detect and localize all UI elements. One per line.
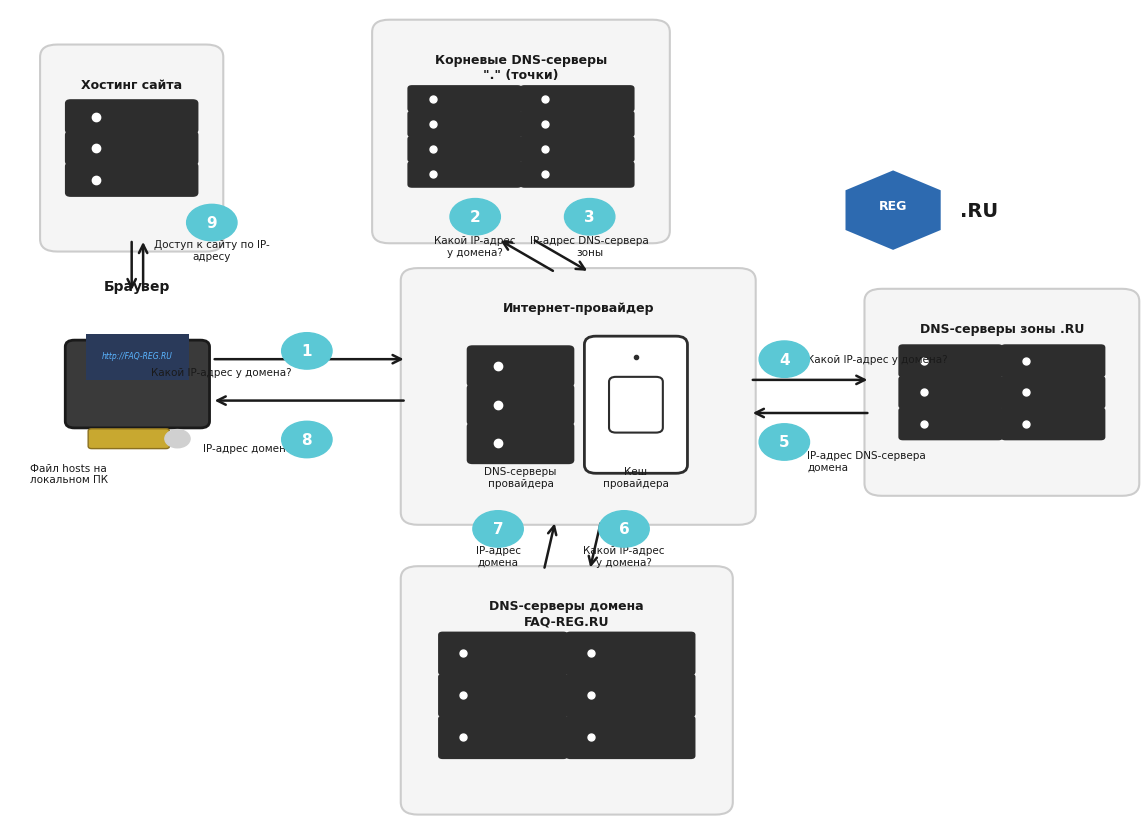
Text: Хостинг сайта: Хостинг сайта bbox=[81, 79, 182, 92]
FancyBboxPatch shape bbox=[439, 632, 568, 676]
Circle shape bbox=[282, 333, 332, 370]
Text: DNS-серверы домена
FAQ-REG.RU: DNS-серверы домена FAQ-REG.RU bbox=[489, 600, 645, 628]
FancyBboxPatch shape bbox=[65, 163, 198, 198]
FancyBboxPatch shape bbox=[1001, 376, 1105, 409]
FancyBboxPatch shape bbox=[467, 385, 575, 426]
Text: 6: 6 bbox=[618, 522, 630, 537]
Text: http://FAQ-REG.RU: http://FAQ-REG.RU bbox=[102, 351, 173, 360]
Text: Доступ к сайту по IP-
адресу: Доступ к сайту по IP- адресу bbox=[153, 240, 270, 261]
FancyBboxPatch shape bbox=[1001, 408, 1105, 441]
Circle shape bbox=[759, 342, 810, 378]
Text: 3: 3 bbox=[584, 210, 595, 225]
Text: IP-адрес DNS-сервера
зоны: IP-адрес DNS-сервера зоны bbox=[530, 236, 649, 257]
Text: Какой IP-адрес у домена?: Какой IP-адрес у домена? bbox=[151, 368, 292, 378]
Text: 8: 8 bbox=[301, 433, 313, 447]
Text: Браузер: Браузер bbox=[104, 280, 171, 294]
Text: IP-адрес домена: IP-адрес домена bbox=[203, 443, 292, 453]
Text: 9: 9 bbox=[206, 216, 218, 231]
FancyBboxPatch shape bbox=[65, 100, 198, 135]
Text: Какой IP-адрес
у домена?: Какой IP-адрес у домена? bbox=[583, 546, 665, 567]
Circle shape bbox=[187, 205, 237, 241]
Text: Интернет-провайдер: Интернет-провайдер bbox=[503, 302, 654, 315]
Text: 4: 4 bbox=[779, 352, 790, 367]
FancyBboxPatch shape bbox=[899, 345, 1003, 378]
FancyBboxPatch shape bbox=[439, 674, 568, 717]
FancyBboxPatch shape bbox=[520, 86, 634, 112]
FancyBboxPatch shape bbox=[566, 674, 695, 717]
FancyBboxPatch shape bbox=[899, 408, 1003, 441]
FancyBboxPatch shape bbox=[899, 376, 1003, 409]
Text: Файл hosts на
локальном ПК: Файл hosts на локальном ПК bbox=[30, 463, 108, 485]
FancyBboxPatch shape bbox=[65, 131, 198, 166]
Text: REG: REG bbox=[879, 200, 907, 213]
FancyBboxPatch shape bbox=[584, 337, 687, 474]
FancyBboxPatch shape bbox=[408, 111, 522, 138]
Text: 1: 1 bbox=[301, 344, 313, 359]
FancyBboxPatch shape bbox=[566, 632, 695, 676]
FancyBboxPatch shape bbox=[439, 715, 568, 759]
FancyBboxPatch shape bbox=[864, 289, 1139, 496]
Text: IP-адрес DNS-сервера
домена: IP-адрес DNS-сервера домена bbox=[807, 451, 926, 472]
Circle shape bbox=[564, 199, 615, 236]
FancyBboxPatch shape bbox=[408, 162, 522, 189]
FancyBboxPatch shape bbox=[408, 136, 522, 164]
Circle shape bbox=[599, 511, 649, 547]
Text: DNS-серверы
провайдера: DNS-серверы провайдера bbox=[484, 466, 556, 488]
Text: Какой IP-адрес
у домена?: Какой IP-адрес у домена? bbox=[434, 236, 516, 257]
Circle shape bbox=[282, 422, 332, 458]
Text: 7: 7 bbox=[492, 522, 504, 537]
FancyBboxPatch shape bbox=[467, 423, 575, 465]
FancyBboxPatch shape bbox=[609, 377, 663, 433]
FancyBboxPatch shape bbox=[520, 162, 634, 189]
Text: Кеш
провайдера: Кеш провайдера bbox=[603, 466, 669, 488]
Text: 5: 5 bbox=[779, 435, 790, 450]
FancyBboxPatch shape bbox=[520, 111, 634, 138]
FancyBboxPatch shape bbox=[401, 269, 756, 525]
FancyBboxPatch shape bbox=[408, 86, 522, 112]
Text: IP-адрес
домена: IP-адрес домена bbox=[475, 546, 521, 567]
Circle shape bbox=[450, 199, 500, 236]
FancyBboxPatch shape bbox=[566, 715, 695, 759]
FancyBboxPatch shape bbox=[40, 45, 223, 252]
Circle shape bbox=[759, 424, 810, 461]
Text: DNS-серверы зоны .RU: DNS-серверы зоны .RU bbox=[919, 323, 1084, 336]
FancyBboxPatch shape bbox=[467, 346, 575, 388]
Text: 2: 2 bbox=[469, 210, 481, 225]
Text: Корневые DNS-серверы
"." (точки): Корневые DNS-серверы "." (точки) bbox=[435, 54, 607, 82]
FancyBboxPatch shape bbox=[401, 566, 733, 815]
FancyBboxPatch shape bbox=[86, 335, 189, 380]
Circle shape bbox=[473, 511, 523, 547]
Text: .RU: .RU bbox=[960, 202, 998, 220]
FancyBboxPatch shape bbox=[88, 429, 169, 449]
Text: Какой IP-адрес у домена?: Какой IP-адрес у домена? bbox=[807, 355, 948, 365]
FancyBboxPatch shape bbox=[1001, 345, 1105, 378]
FancyBboxPatch shape bbox=[372, 21, 670, 244]
FancyBboxPatch shape bbox=[520, 136, 634, 164]
FancyBboxPatch shape bbox=[65, 341, 210, 428]
Circle shape bbox=[165, 430, 190, 448]
